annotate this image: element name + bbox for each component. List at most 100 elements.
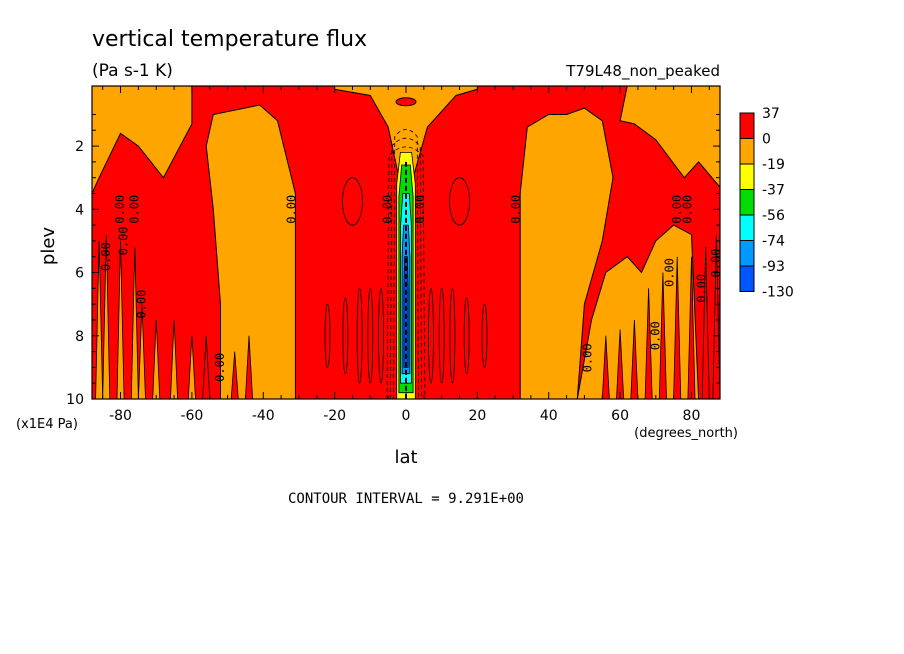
y-axis-label: plev bbox=[38, 227, 59, 266]
contour-loop bbox=[342, 177, 363, 226]
contour-loop bbox=[342, 297, 349, 375]
spike-feature bbox=[202, 335, 211, 399]
colorbar-swatch bbox=[739, 265, 755, 292]
y-tick-label: 4 bbox=[75, 202, 84, 218]
chart-title: vertical temperature flux bbox=[92, 27, 367, 52]
x-tick-label: -20 bbox=[323, 408, 346, 424]
colorbar-label: -56 bbox=[762, 208, 785, 224]
contour-loop bbox=[367, 287, 374, 384]
chart-units: (Pa s-1 K) bbox=[92, 61, 173, 81]
contour-loop bbox=[324, 303, 331, 368]
x-tick-label: 80 bbox=[683, 408, 701, 424]
contour-label: 0.00 bbox=[680, 195, 694, 224]
spike-feature bbox=[187, 335, 196, 399]
y-tick-label: 2 bbox=[75, 139, 84, 155]
colorbar-label: 37 bbox=[762, 106, 780, 122]
contour-loop bbox=[481, 303, 488, 368]
contour-label: 0.00 bbox=[127, 195, 141, 224]
colorbar-swatch bbox=[739, 138, 755, 165]
contour-label: 0.00 bbox=[581, 343, 595, 372]
colorbar: 37 0 -19 -37 -56 -74 -93 -130 bbox=[739, 106, 794, 301]
spike-feature bbox=[687, 256, 696, 399]
spike-feature bbox=[701, 247, 710, 399]
x-tick-label: -80 bbox=[109, 408, 132, 424]
contour-label: 0.00 bbox=[117, 226, 131, 255]
spike-feature bbox=[130, 247, 139, 399]
contour-label: 0.00 bbox=[509, 195, 523, 224]
colorbar-label: -37 bbox=[762, 183, 785, 199]
region-negative bbox=[576, 224, 700, 399]
contour-label: 0.00 bbox=[648, 321, 662, 350]
spike-feature bbox=[137, 304, 146, 399]
region-negative bbox=[92, 86, 193, 194]
colorbar-label: 0 bbox=[762, 132, 771, 148]
contour-label: 0.00 bbox=[381, 195, 395, 224]
colorbar-label: -93 bbox=[762, 259, 785, 275]
contour-label: 0.00 bbox=[663, 258, 677, 287]
contour-label: 0.00 bbox=[413, 195, 427, 224]
colorbar-label: -130 bbox=[762, 285, 794, 301]
y-axis-units: (x1E4 Pa) bbox=[16, 417, 78, 432]
contour-fill bbox=[92, 86, 720, 399]
spike-feature bbox=[152, 319, 161, 399]
contour-interval-note: CONTOUR INTERVAL = 9.291E+00 bbox=[288, 491, 524, 507]
spike-feature bbox=[244, 335, 254, 399]
x-tick-label: 60 bbox=[611, 408, 629, 424]
contour-label: 0.00 bbox=[135, 290, 149, 319]
spike-feature bbox=[116, 240, 125, 399]
spike-feature bbox=[601, 335, 610, 399]
y-tick-label: 6 bbox=[75, 266, 84, 282]
contour-label: 0.00 bbox=[113, 195, 127, 224]
contour-loop bbox=[356, 287, 363, 384]
region-negative bbox=[205, 104, 296, 399]
spike-feature bbox=[230, 351, 239, 399]
x-axis-units: (degrees_north) bbox=[634, 426, 738, 441]
x-axis-label: lat bbox=[394, 447, 417, 468]
colorbar-label: -74 bbox=[762, 234, 785, 250]
contour-label: 0.00 bbox=[99, 242, 113, 271]
contour-label: 0.00 bbox=[284, 195, 298, 224]
spike-feature bbox=[616, 329, 625, 399]
region-negative bbox=[519, 107, 614, 399]
spike-feature bbox=[658, 272, 667, 399]
contour-label: 0.00 bbox=[695, 274, 709, 303]
colorbar-swatch bbox=[739, 240, 755, 267]
y-tick-label: 8 bbox=[75, 329, 84, 345]
top-blob bbox=[395, 97, 417, 107]
equatorial-band bbox=[403, 256, 409, 368]
x-tick-label: 40 bbox=[540, 408, 558, 424]
contour-loop bbox=[449, 177, 470, 226]
y-tick-label: 10 bbox=[66, 392, 84, 408]
contour-loop bbox=[449, 287, 456, 384]
colorbar-label: -19 bbox=[762, 157, 785, 173]
plot-area bbox=[92, 86, 720, 399]
contour-label: 0.00 bbox=[213, 353, 227, 382]
colorbar-swatch bbox=[739, 112, 755, 139]
x-tick-label: -40 bbox=[252, 408, 275, 424]
contour-loop bbox=[463, 297, 470, 375]
x-tick-label: -60 bbox=[180, 408, 203, 424]
dashed-contour bbox=[393, 129, 419, 399]
axes: -80 -60 -40 -20 0 20 40 60 80 2 4 6 8 10 bbox=[66, 85, 721, 424]
contour-labels: 0.000.000.00 0.000.000.000.00 0.00 0.00 0.00… bbox=[99, 195, 723, 382]
contour-loop bbox=[428, 287, 434, 384]
colorbar-swatch bbox=[739, 189, 755, 216]
colorbar-swatch bbox=[739, 214, 755, 241]
contour-label: 0.00 bbox=[709, 249, 723, 278]
spike-feature bbox=[170, 319, 179, 399]
spike-feature bbox=[630, 319, 639, 399]
run-label: T79L48_non_peaked bbox=[565, 62, 720, 81]
spike-feature bbox=[712, 234, 720, 399]
contour-loop bbox=[378, 287, 384, 384]
x-tick-label: 0 bbox=[402, 408, 411, 424]
contour-label: 0.00 bbox=[670, 195, 684, 224]
contour-loop bbox=[438, 287, 445, 384]
dashed-contour bbox=[386, 146, 426, 399]
region-negative bbox=[619, 86, 720, 188]
colorbar-swatch bbox=[739, 163, 755, 190]
dashed-contour bbox=[389, 137, 423, 399]
spike-feature bbox=[644, 288, 653, 399]
x-tick-label: 20 bbox=[468, 408, 486, 424]
spike-feature bbox=[673, 256, 682, 399]
